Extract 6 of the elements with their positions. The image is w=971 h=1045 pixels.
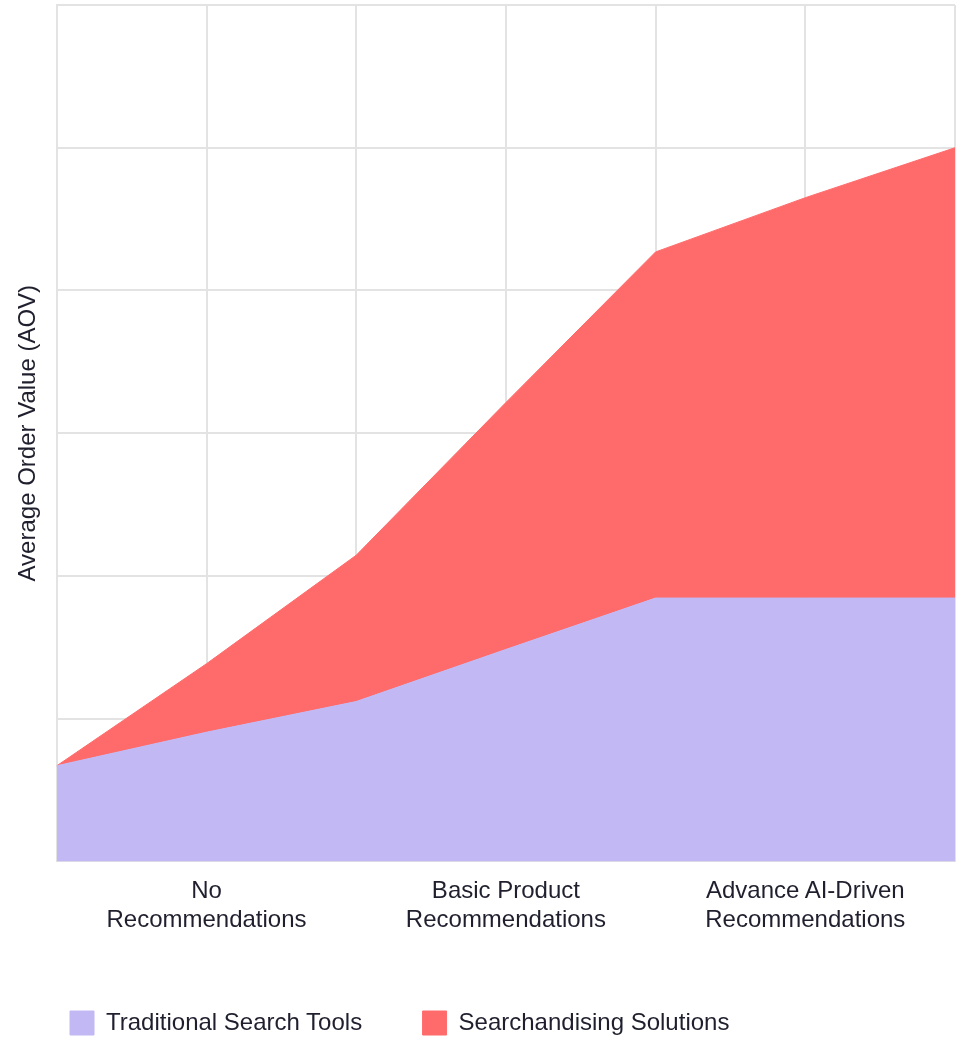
y-axis-title: Average Order Value (AOV) xyxy=(13,284,41,582)
legend-label: Traditional Search Tools xyxy=(106,1007,363,1035)
x-tick-label: Basic Product Recommendations xyxy=(405,876,606,933)
x-tick-label: Advance AI-Driven Recommendations xyxy=(705,876,906,933)
legend-label: Searchandising Solutions xyxy=(458,1007,730,1035)
x-tick-label: No Recommendations xyxy=(106,876,307,933)
